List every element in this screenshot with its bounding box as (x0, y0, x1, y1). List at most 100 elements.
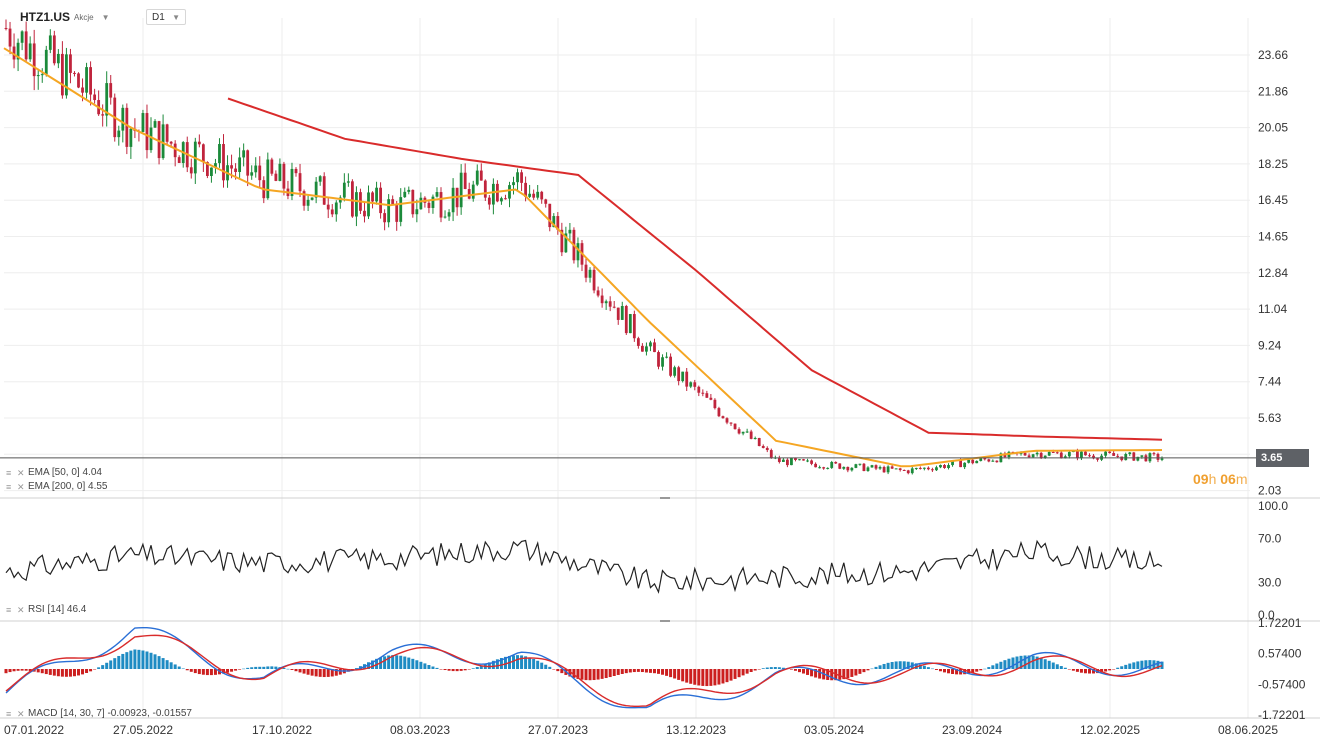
macd-histogram-bar (491, 660, 495, 669)
candle-body (117, 130, 121, 138)
candle-body (210, 167, 213, 176)
macd-histogram-bar (338, 669, 342, 675)
candle-body (516, 172, 519, 183)
candle-body (834, 462, 838, 464)
macd-histogram-bar (503, 656, 507, 669)
candle-body (967, 459, 971, 463)
macd-histogram-bar (113, 658, 117, 669)
candle-body (737, 429, 741, 434)
macd-histogram-bar (572, 669, 576, 678)
macd-histogram-bar (870, 668, 874, 670)
macd-histogram-bar (930, 668, 934, 670)
macd-histogram-bar (242, 668, 246, 670)
ema200-legend[interactable]: ≡ ✕ EMA [200, 0] 4.55 (6, 481, 108, 492)
candle-body (32, 43, 36, 77)
macd-histogram-bar (262, 666, 266, 669)
macd-tick-label: 1.72201 (1258, 616, 1302, 630)
candle-body (846, 466, 850, 471)
candle-body (93, 94, 97, 101)
timeframe-select[interactable]: D1 ▼ (146, 9, 186, 25)
candle-body (157, 121, 161, 159)
candle-body (701, 392, 705, 394)
close-icon[interactable]: ✕ (17, 467, 25, 478)
ema50-legend[interactable]: ≡ ✕ EMA [50, 0] 4.04 (6, 467, 102, 478)
candle-body (1128, 452, 1132, 455)
macd-histogram-bar (258, 666, 262, 669)
macd-histogram-bar (709, 669, 713, 686)
macd-histogram-bar (938, 669, 942, 672)
settings-lines-icon[interactable]: ≡ (6, 481, 12, 492)
macd-histogram-bar (987, 667, 991, 669)
macd-histogram-bar (24, 669, 28, 671)
candle-body (145, 113, 149, 151)
rsi-line[interactable] (5, 539, 1163, 594)
macd-signal-line[interactable] (5, 634, 1163, 707)
rsi-tick-label: 100.0 (1258, 499, 1288, 513)
close-icon[interactable]: ✕ (17, 708, 25, 719)
macd-histogram-bar (318, 669, 322, 677)
candle-body (935, 467, 938, 471)
candle-countdown: 09h 06m (1193, 471, 1248, 487)
macd-histogram-bar (185, 669, 189, 671)
macd-histogram-bar (72, 669, 76, 677)
settings-lines-icon[interactable]: ≡ (6, 467, 12, 478)
instrument-type: Akcje (74, 12, 94, 22)
ema50-line[interactable] (3, 47, 1163, 468)
macd-histogram-bar (1144, 660, 1148, 669)
macd-histogram-bar (322, 669, 326, 678)
ticker-symbol[interactable]: HTZ1.US (20, 10, 71, 24)
candle-body (693, 382, 697, 387)
candle-body (278, 163, 282, 181)
macd-histogram-bar (141, 650, 145, 669)
macd-histogram-bar (475, 667, 479, 669)
candle-body (342, 182, 346, 198)
panel-resize-handle[interactable] (660, 620, 670, 622)
price-tick-label: 5.63 (1258, 411, 1282, 425)
macd-histogram-bar (793, 669, 797, 671)
macd-histogram-bar (697, 669, 701, 686)
macd-histogram-bar (395, 655, 399, 669)
symbol-dropdown-caret-icon[interactable]: ▼ (101, 12, 110, 22)
macd-histogram-bar (725, 669, 729, 683)
macd-histogram-bar (1124, 664, 1128, 669)
close-icon[interactable]: ✕ (17, 481, 25, 492)
candle-body (1160, 458, 1164, 460)
candle-body (451, 187, 455, 213)
macd-histogram-bar (995, 663, 999, 669)
candle-body (395, 204, 399, 222)
macd-histogram-bar (616, 669, 620, 675)
candle-body (330, 209, 334, 215)
ema200-line[interactable] (227, 97, 1163, 441)
candle-body (822, 467, 826, 469)
candle-body (218, 144, 221, 164)
countdown-m-unit: m (1235, 471, 1248, 487)
candle-body (616, 307, 620, 320)
settings-lines-icon[interactable]: ≡ (6, 708, 12, 719)
candle-body (85, 67, 88, 93)
candle-body (556, 216, 560, 230)
panel-resize-handle[interactable] (660, 497, 670, 499)
candle-body (230, 165, 233, 169)
macd-histogram-bar (971, 669, 975, 673)
macd-legend[interactable]: ≡ ✕ MACD [14, 30, 7] -0.00923, -0.01557 (6, 708, 192, 719)
candle-body (475, 170, 479, 185)
candle-body (101, 114, 105, 116)
macd-histogram-bar (665, 669, 669, 676)
settings-lines-icon[interactable]: ≡ (6, 604, 12, 615)
candle-body (238, 157, 242, 172)
macd-histogram-bar (205, 669, 209, 676)
macd-histogram-bar (717, 669, 721, 685)
candle-body (52, 35, 56, 64)
candle-body (282, 163, 286, 189)
candle-body (234, 168, 237, 172)
rsi-legend[interactable]: ≡ ✕ RSI [14] 46.4 (6, 604, 86, 615)
countdown-h-unit: h (1208, 471, 1217, 487)
candle-body (173, 143, 177, 158)
candle-body (983, 458, 987, 460)
candle-body (487, 197, 491, 205)
close-icon[interactable]: ✕ (17, 604, 25, 615)
macd-line[interactable] (5, 627, 1163, 709)
macd-histogram-bar (64, 669, 68, 677)
candle-body (926, 467, 930, 470)
